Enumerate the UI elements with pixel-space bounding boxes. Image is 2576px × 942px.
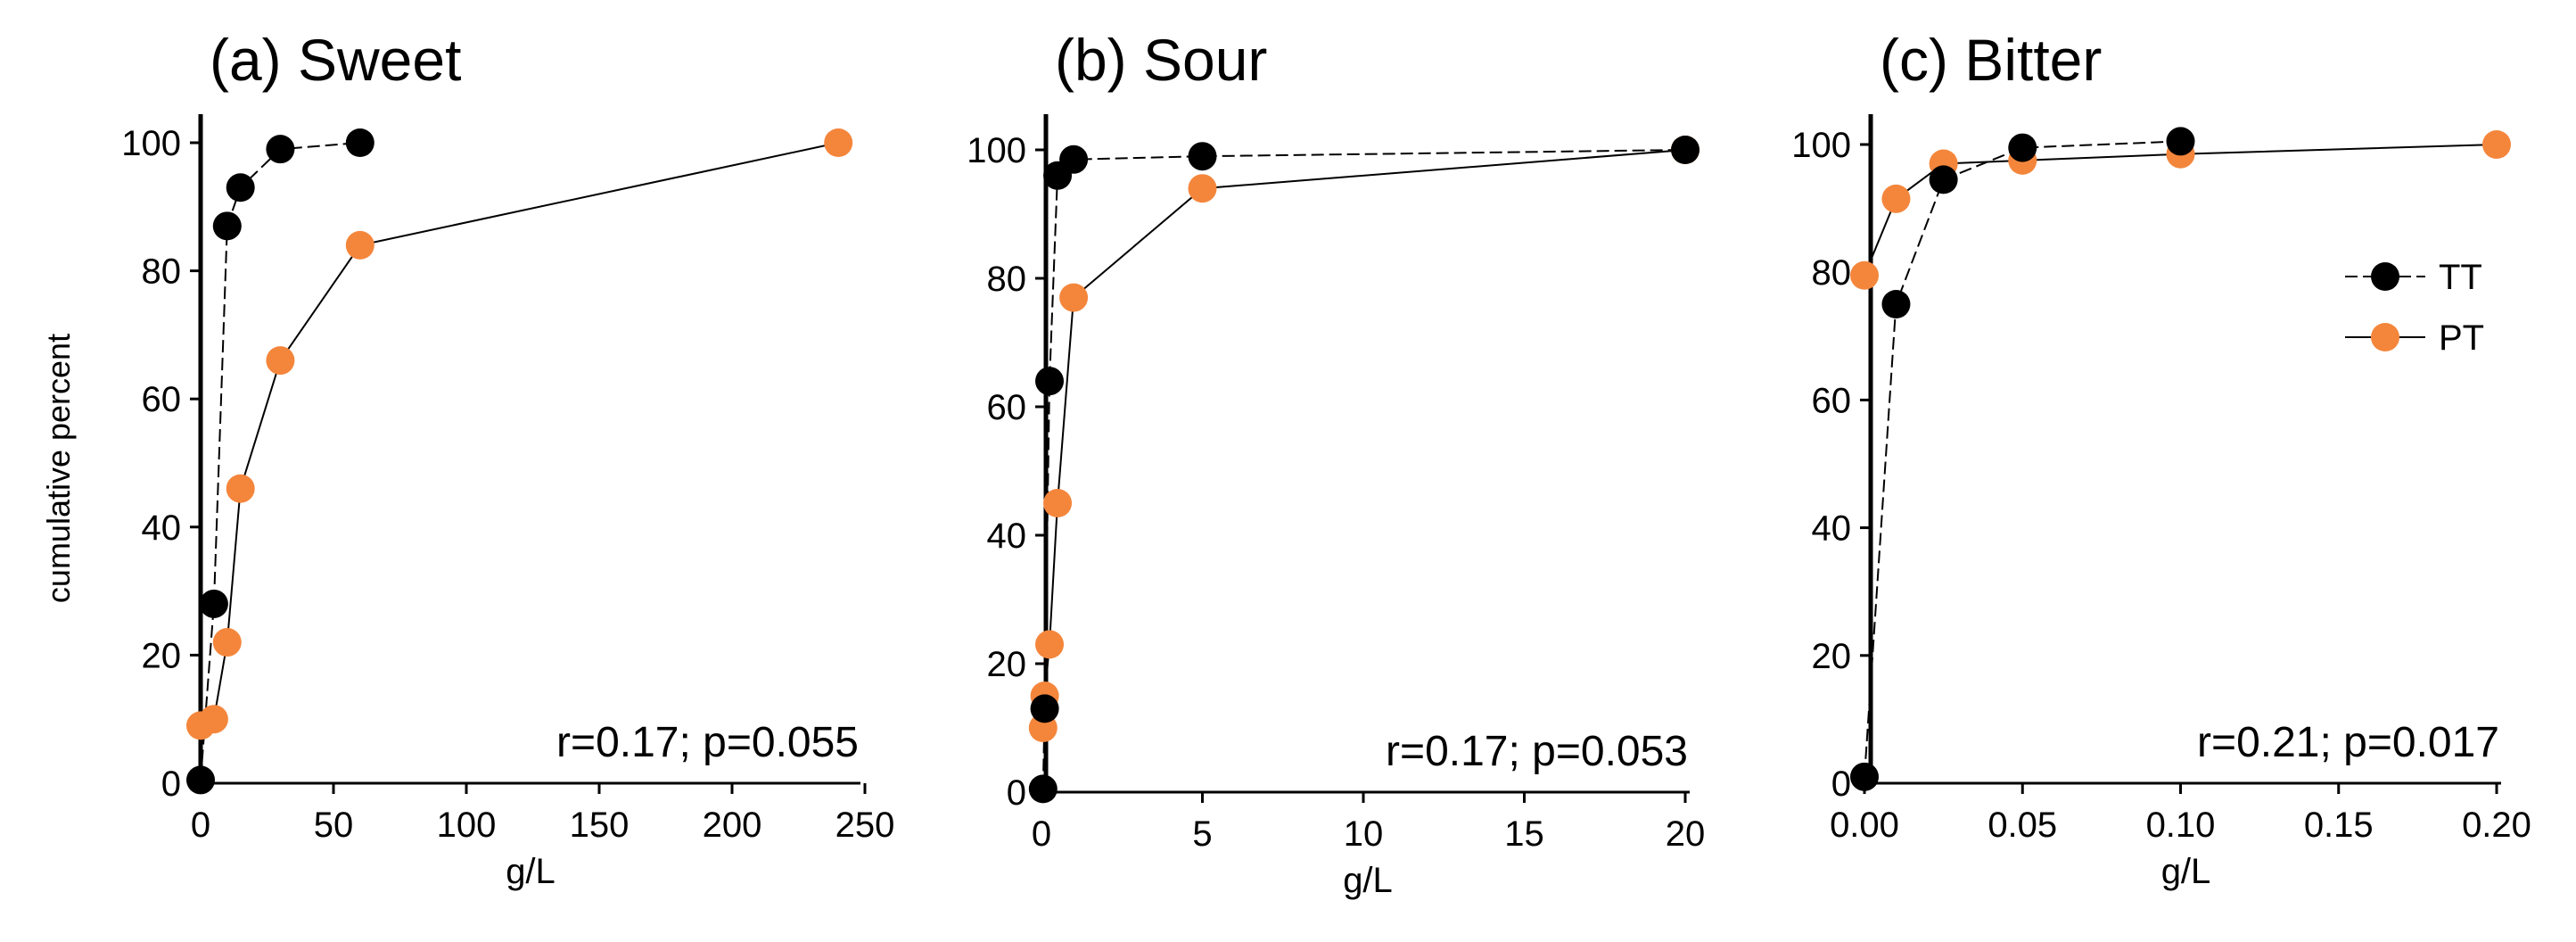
data-point-pt (1043, 489, 1073, 517)
y-tick-label: 80 (1812, 253, 1852, 293)
x-tick-label: 0.05 (1988, 806, 2057, 845)
y-tick-label: 100 (967, 131, 1026, 170)
x-tick-label: 0.10 (2146, 806, 2216, 845)
y-tick-label: 0 (1007, 773, 1026, 813)
data-point-pt (199, 705, 228, 734)
data-point-pt (266, 346, 295, 376)
panel-title: (a) Sweet (210, 27, 461, 93)
data-point-pt (345, 230, 374, 260)
x-tick-label: 250 (835, 806, 895, 845)
data-point-tt (1850, 762, 1879, 791)
series-line-pt (1041, 149, 1686, 729)
data-point-tt (345, 128, 374, 157)
data-point-tt (1059, 145, 1089, 174)
data-point-tt (1028, 774, 1058, 804)
y-axis-title: cumulative percent (40, 334, 77, 603)
y-tick-label: 60 (142, 380, 182, 419)
data-point-pt (2482, 130, 2511, 159)
x-tick-label: 0.15 (2304, 806, 2374, 845)
data-point-tt (1030, 694, 1059, 723)
x-tick-label: 15 (1504, 814, 1544, 854)
data-point-tt (2166, 127, 2195, 156)
series-line-tt (1864, 140, 2181, 777)
legend-label-pt: PT (2439, 318, 2484, 358)
series-line-tt (1041, 149, 1686, 789)
y-tick-label: 0 (161, 764, 181, 804)
y-tick-label: 100 (121, 124, 181, 163)
y-tick-label: 20 (987, 645, 1027, 684)
data-point-pt (212, 628, 242, 657)
data-point-tt (199, 589, 228, 618)
x-tick-label: 10 (1344, 814, 1384, 854)
panel-1: (a) Sweet 0 20 40 60 80 100 0 50 100 150 200 250 g/L r… (121, 27, 894, 891)
data-point-tt (1881, 290, 1911, 318)
stats-annotation: r=0.17; p=0.055 (556, 719, 859, 766)
data-point-pt (1850, 260, 1879, 290)
data-point-pt (824, 128, 853, 157)
data-point-tt (1671, 136, 1700, 164)
y-tick-label: 60 (987, 388, 1027, 427)
x-tick-label: 0.00 (1830, 806, 1899, 845)
y-tick-label: 40 (987, 516, 1027, 556)
x-tick-label: 5 (1192, 814, 1212, 854)
y-tick-label: 60 (1812, 381, 1852, 420)
data-point-pt (1035, 630, 1065, 659)
legend-marker-pt (2371, 323, 2399, 351)
panel-title: (b) Sour (1055, 27, 1267, 93)
x-axis-title: g/L (2161, 852, 2211, 891)
series-line-pt (200, 142, 839, 727)
data-point-pt (226, 474, 255, 503)
y-tick-label: 40 (1812, 509, 1852, 549)
stats-annotation: r=0.17; p=0.053 (1386, 728, 1688, 775)
data-point-pt (1881, 184, 1911, 213)
x-tick-label: 200 (703, 806, 762, 845)
x-tick-label: 150 (570, 806, 630, 845)
data-point-pt (1188, 174, 1217, 203)
data-point-tt (266, 135, 295, 164)
x-tick-label: 50 (314, 806, 354, 845)
x-tick-label: 0 (191, 806, 210, 845)
y-tick-label: 20 (142, 636, 182, 675)
x-tick-label: 0 (1032, 814, 1051, 854)
legend-label-tt: TT (2439, 258, 2482, 297)
y-tick-label: 20 (1812, 637, 1852, 676)
data-point-tt (1929, 165, 1958, 194)
y-tick-label: 100 (1791, 126, 1851, 165)
panel-3: (c) Bitter 0 20 40 60 80 100 0.00 0.05 0.10 0.15 0.… (1791, 27, 2531, 891)
data-point-tt (226, 173, 255, 202)
x-tick-label: 20 (1666, 814, 1706, 854)
legend-marker-tt (2371, 262, 2399, 291)
stats-annotation: r=0.21; p=0.017 (2197, 719, 2499, 766)
y-tick-label: 80 (987, 260, 1027, 299)
legend: TT PT (2345, 258, 2484, 358)
data-point-pt (1059, 283, 1089, 312)
panel-title: (c) Bitter (1880, 27, 2102, 93)
x-tick-label: 100 (437, 806, 497, 845)
panel-2: (b) Sour 0 20 40 60 80 100 0 5 10 15 20 g/L r=0.17; p… (967, 27, 1705, 900)
data-point-tt (186, 765, 215, 795)
y-tick-label: 40 (142, 508, 182, 548)
data-point-tt (1035, 367, 1065, 396)
x-axis-title: g/L (506, 852, 556, 891)
x-axis-title: g/L (1343, 861, 1393, 900)
y-tick-label: 80 (142, 252, 182, 292)
y-tick-label: 0 (1831, 764, 1851, 804)
data-point-tt (212, 211, 242, 241)
x-tick-label: 0.20 (2462, 806, 2531, 845)
data-point-tt (1188, 142, 1217, 171)
data-point-tt (2008, 133, 2037, 162)
